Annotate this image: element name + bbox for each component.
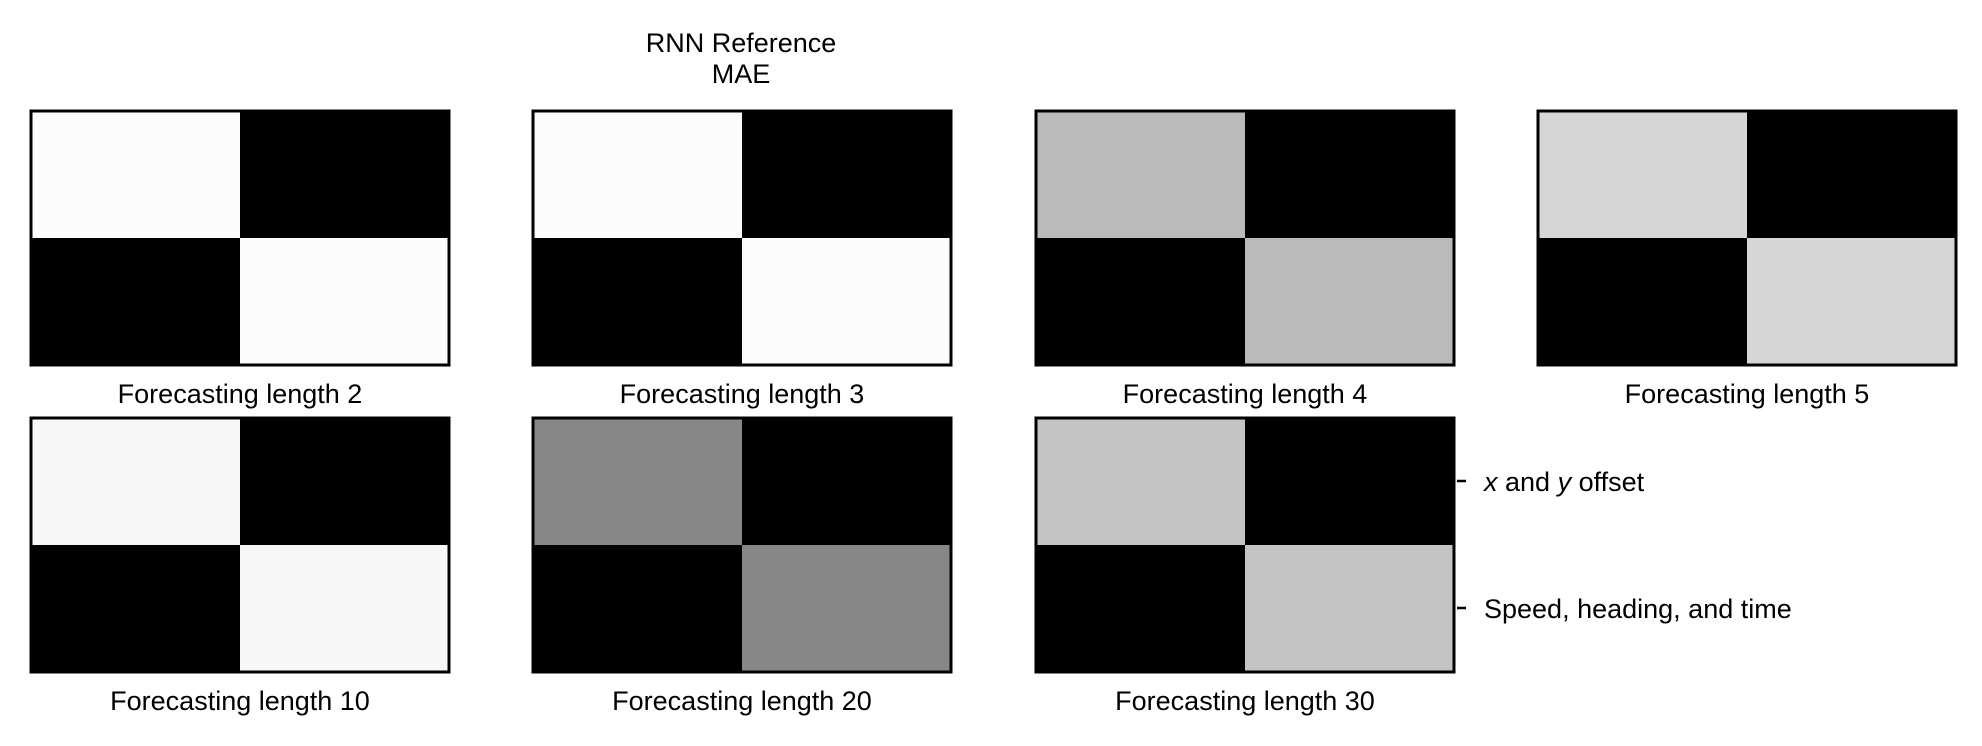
heatmap-cell — [742, 111, 952, 239]
heatmap-cell — [1036, 545, 1246, 673]
panel-frame — [1034, 109, 1456, 367]
heatmap-cell — [742, 238, 952, 366]
heatmap-panel: Forecasting length 30 — [1034, 416, 1456, 716]
heatmap-panel: Forecasting length 10 — [29, 416, 451, 716]
heatmap-panel: Forecasting length 4 — [1034, 109, 1456, 409]
heatmap-panel: Forecasting length 3 — [531, 109, 953, 409]
heatmap-cell — [240, 545, 450, 673]
heatmap-panels: Forecasting length 2 Forecasting length 3… — [29, 109, 1958, 716]
panel-label: Forecasting length 30 — [1115, 686, 1375, 716]
heatmap-cell — [240, 418, 450, 546]
heatmap-cell — [1245, 545, 1455, 673]
panel-frame — [531, 109, 953, 367]
heatmap-cell — [1036, 111, 1246, 239]
heatmap-cell — [533, 418, 743, 546]
y-tick-label-1: x and y offset — [1482, 467, 1645, 497]
chart-title-line-2: MAE — [712, 59, 771, 89]
panel-label: Forecasting length 2 — [118, 379, 363, 409]
heatmap-cell — [1036, 238, 1246, 366]
heatmap-cell — [1538, 111, 1748, 239]
heatmap-panel: Forecasting length 20 — [531, 416, 953, 716]
heatmap-cell — [240, 238, 450, 366]
panel-label: Forecasting length 10 — [110, 686, 370, 716]
panel-frame — [531, 416, 953, 674]
heatmap-cell — [31, 545, 241, 673]
y-tick-label-2: Speed, heading, and time — [1484, 594, 1792, 624]
heatmap-cell — [1245, 111, 1455, 239]
heatmap-cell — [1747, 238, 1957, 366]
y-axis: x and y offset Speed, heading, and time — [1457, 467, 1792, 624]
heatmap-panel: Forecasting length 2 — [29, 109, 451, 409]
panel-frame — [1536, 109, 1958, 367]
heatmap-cell — [31, 238, 241, 366]
panel-label: Forecasting length 20 — [612, 686, 872, 716]
heatmap-cell — [31, 111, 241, 239]
panel-frame — [29, 416, 451, 674]
heatmap-cell — [1538, 238, 1748, 366]
heatmap-cell — [533, 545, 743, 673]
heatmap-cell — [742, 545, 952, 673]
panel-frame — [29, 109, 451, 367]
heatmap-cell — [31, 418, 241, 546]
heatmap-cell — [240, 111, 450, 239]
heatmap-panel: Forecasting length 5 — [1536, 109, 1958, 409]
chart-title-line-1: RNN Reference — [646, 28, 837, 58]
panel-label: Forecasting length 4 — [1123, 379, 1368, 409]
panel-label: Forecasting length 5 — [1625, 379, 1870, 409]
panel-frame — [1034, 416, 1456, 674]
heatmap-cell — [1245, 238, 1455, 366]
heatmap-cell — [533, 238, 743, 366]
heatmap-cell — [1747, 111, 1957, 239]
heatmap-cell — [742, 418, 952, 546]
heatmap-cell — [533, 111, 743, 239]
panel-label: Forecasting length 3 — [620, 379, 865, 409]
chart-title: RNN Reference MAE — [646, 28, 837, 89]
heatmap-cell — [1036, 418, 1246, 546]
heatmap-cell — [1245, 418, 1455, 546]
